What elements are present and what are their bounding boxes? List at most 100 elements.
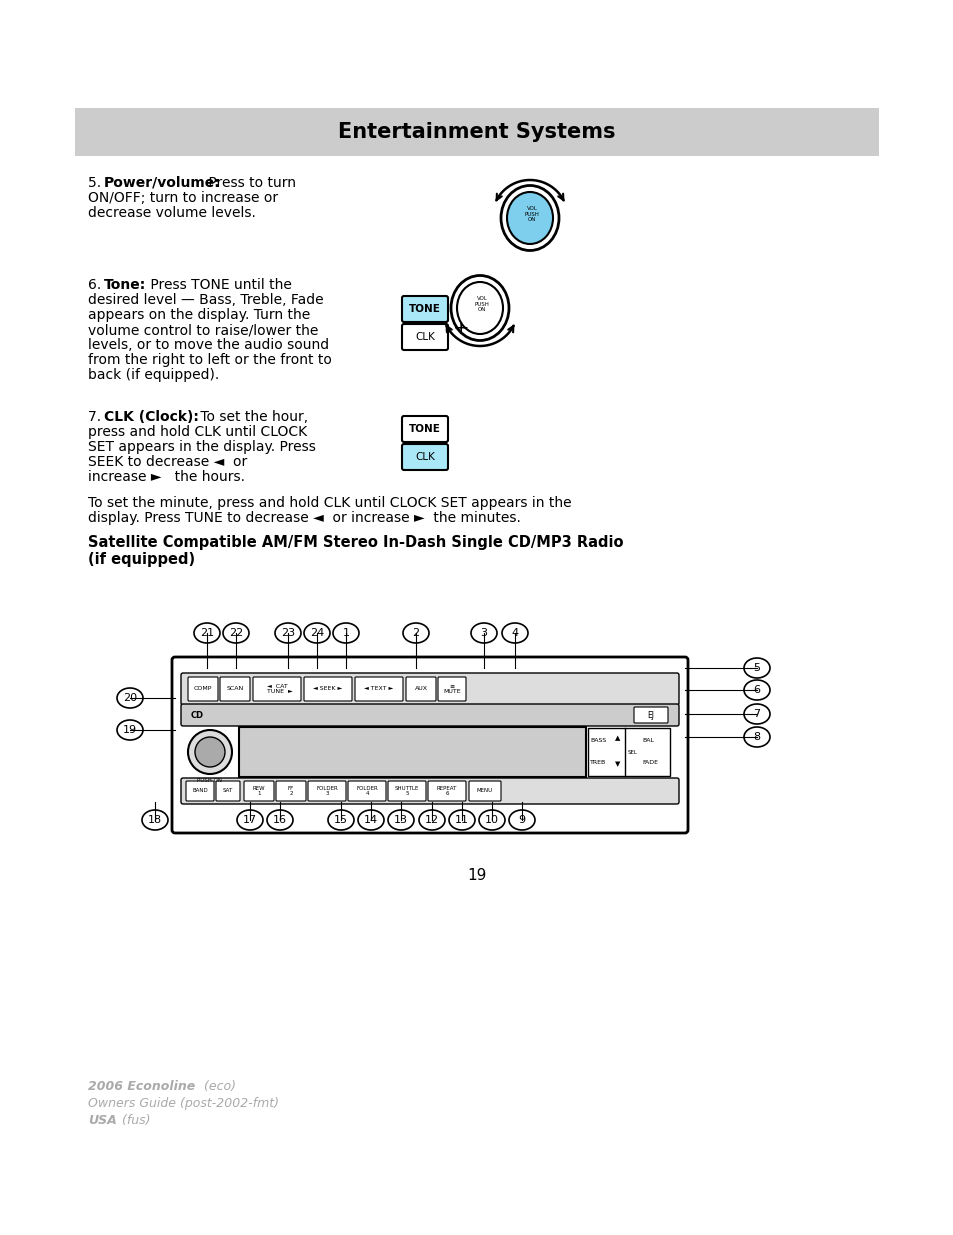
Text: 18: 18 — [148, 815, 162, 825]
Text: FOLDER
4: FOLDER 4 — [355, 785, 377, 797]
Text: CD: CD — [191, 711, 203, 720]
Circle shape — [194, 737, 225, 767]
Ellipse shape — [449, 810, 475, 830]
Text: appears on the display. Turn the: appears on the display. Turn the — [88, 308, 310, 322]
FancyBboxPatch shape — [186, 781, 213, 802]
Text: 3: 3 — [480, 629, 487, 638]
Ellipse shape — [357, 810, 384, 830]
FancyBboxPatch shape — [428, 781, 465, 802]
FancyBboxPatch shape — [401, 445, 448, 471]
FancyBboxPatch shape — [348, 781, 386, 802]
Ellipse shape — [193, 622, 220, 643]
Text: Owners Guide (post-2002-fmt): Owners Guide (post-2002-fmt) — [88, 1097, 278, 1110]
FancyBboxPatch shape — [188, 677, 218, 701]
Ellipse shape — [117, 720, 143, 740]
FancyBboxPatch shape — [304, 677, 352, 701]
Text: (eco): (eco) — [200, 1079, 235, 1093]
Text: BAL: BAL — [641, 737, 654, 742]
Text: 6: 6 — [753, 685, 760, 695]
FancyBboxPatch shape — [469, 781, 500, 802]
Ellipse shape — [743, 680, 769, 700]
Text: 20: 20 — [123, 693, 137, 703]
FancyBboxPatch shape — [244, 781, 274, 802]
FancyBboxPatch shape — [401, 296, 448, 322]
FancyBboxPatch shape — [388, 781, 426, 802]
Ellipse shape — [304, 622, 330, 643]
Ellipse shape — [418, 810, 444, 830]
FancyBboxPatch shape — [181, 778, 679, 804]
Text: Power/volume:: Power/volume: — [104, 177, 220, 190]
FancyBboxPatch shape — [239, 727, 585, 777]
Text: SHUTTLE
5: SHUTTLE 5 — [395, 785, 418, 797]
Ellipse shape — [456, 282, 502, 333]
Text: PUSH ON: PUSH ON — [197, 778, 222, 783]
Text: EJ: EJ — [647, 711, 654, 720]
FancyBboxPatch shape — [181, 673, 679, 705]
Text: (fus): (fus) — [118, 1114, 151, 1128]
Text: MENU: MENU — [476, 788, 493, 794]
Text: Tone:: Tone: — [104, 278, 146, 291]
Ellipse shape — [388, 810, 414, 830]
Text: ◄ TEXT ►: ◄ TEXT ► — [364, 687, 394, 692]
Text: BAND: BAND — [192, 788, 208, 794]
FancyBboxPatch shape — [634, 706, 667, 722]
Text: SET appears in the display. Press: SET appears in the display. Press — [88, 440, 315, 454]
Text: ▲: ▲ — [615, 735, 620, 741]
Text: VOL
PUSH
ON: VOL PUSH ON — [474, 295, 489, 312]
Text: FADE: FADE — [641, 760, 658, 764]
Text: 13: 13 — [394, 815, 408, 825]
Ellipse shape — [328, 810, 354, 830]
Text: 1: 1 — [342, 629, 349, 638]
Text: SEL: SEL — [627, 750, 638, 755]
FancyBboxPatch shape — [401, 416, 448, 442]
Text: VOL
PUSH
ON: VOL PUSH ON — [524, 206, 538, 222]
Ellipse shape — [274, 622, 301, 643]
Ellipse shape — [142, 810, 168, 830]
Text: 5.: 5. — [88, 177, 106, 190]
Bar — [75, 107, 878, 156]
Ellipse shape — [402, 622, 429, 643]
Text: 4: 4 — [511, 629, 518, 638]
Text: 2: 2 — [412, 629, 419, 638]
Circle shape — [188, 730, 232, 774]
Ellipse shape — [478, 810, 504, 830]
Ellipse shape — [267, 810, 293, 830]
Text: SEEK to decrease ◄  or: SEEK to decrease ◄ or — [88, 454, 247, 469]
FancyBboxPatch shape — [172, 657, 687, 832]
FancyBboxPatch shape — [220, 677, 250, 701]
Text: 24: 24 — [310, 629, 324, 638]
Text: REPEAT
6: REPEAT 6 — [436, 785, 456, 797]
Text: press and hold CLK until CLOCK: press and hold CLK until CLOCK — [88, 425, 307, 438]
Text: Entertainment Systems: Entertainment Systems — [338, 122, 615, 142]
Ellipse shape — [509, 810, 535, 830]
FancyBboxPatch shape — [308, 781, 346, 802]
Text: 16: 16 — [273, 815, 287, 825]
Text: 10: 10 — [484, 815, 498, 825]
Text: 23: 23 — [280, 629, 294, 638]
FancyBboxPatch shape — [406, 677, 436, 701]
Ellipse shape — [471, 622, 497, 643]
Text: CLK: CLK — [415, 332, 435, 342]
Text: ▼: ▼ — [615, 761, 620, 767]
FancyBboxPatch shape — [181, 704, 679, 726]
Text: levels, or to move the audio sound: levels, or to move the audio sound — [88, 338, 329, 352]
Text: TONE: TONE — [409, 424, 440, 433]
Text: from the right to left or the front to: from the right to left or the front to — [88, 353, 332, 367]
Text: TREB: TREB — [589, 760, 605, 764]
FancyBboxPatch shape — [437, 677, 465, 701]
Text: 12: 12 — [424, 815, 438, 825]
Text: 11: 11 — [455, 815, 469, 825]
FancyBboxPatch shape — [215, 781, 240, 802]
Text: 7.: 7. — [88, 410, 106, 424]
Text: SCAN: SCAN — [226, 687, 243, 692]
Text: ≡
MUTE: ≡ MUTE — [443, 684, 460, 694]
Text: 19: 19 — [123, 725, 137, 735]
Text: CLK: CLK — [415, 452, 435, 462]
FancyBboxPatch shape — [355, 677, 402, 701]
Text: 14: 14 — [363, 815, 377, 825]
Text: AUX: AUX — [414, 687, 427, 692]
Text: SAT: SAT — [223, 788, 233, 794]
Text: 19: 19 — [467, 867, 486, 883]
Text: Satellite Compatible AM/FM Stereo In-Dash Single CD/MP3 Radio: Satellite Compatible AM/FM Stereo In-Das… — [88, 535, 623, 550]
FancyBboxPatch shape — [401, 324, 448, 350]
